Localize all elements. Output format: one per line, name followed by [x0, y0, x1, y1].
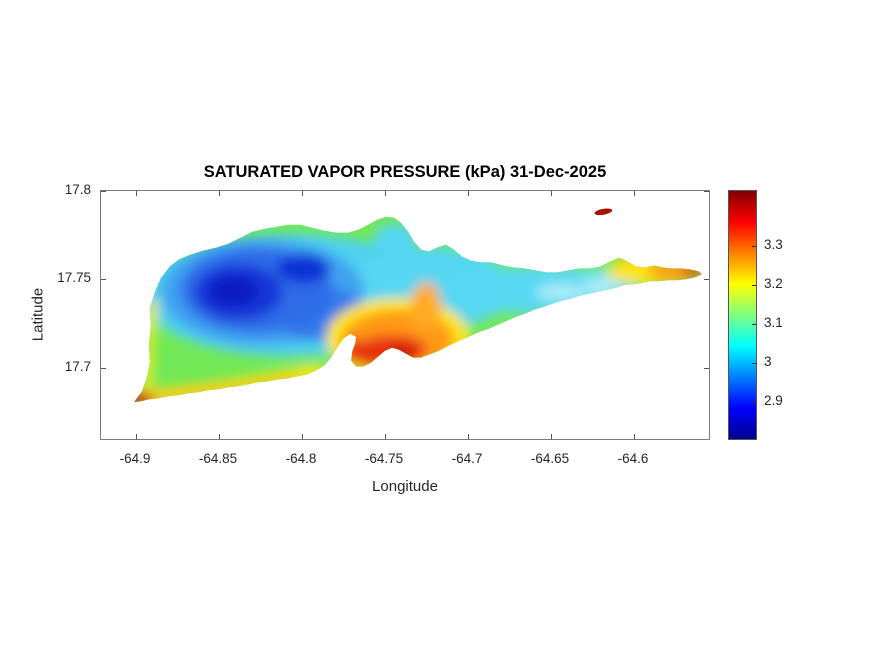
- x-tick-label: -64.75: [364, 451, 404, 466]
- island-landmass: [133, 216, 703, 403]
- x-tick-mark: [385, 191, 386, 196]
- x-tick-mark: [468, 191, 469, 196]
- y-tick-label: 17.8: [64, 182, 91, 197]
- x-tick-mark: [551, 434, 552, 439]
- x-tick-mark: [136, 434, 137, 439]
- chart-title: SATURATED VAPOR PRESSURE (kPa) 31-Dec-20…: [203, 163, 607, 181]
- y-tick-label: 17.75: [57, 270, 91, 285]
- y-tick-mark: [101, 368, 106, 369]
- colorbar-tick-label: 3.1: [764, 315, 783, 330]
- x-tick-label: -64.9: [119, 451, 151, 466]
- northeast-islet: [594, 208, 613, 216]
- colorbar-tick-label: 3.2: [764, 276, 783, 291]
- x-axis-label: Longitude: [372, 478, 438, 495]
- colorbar-tick-mark: [752, 402, 756, 403]
- x-tick-mark: [634, 434, 635, 439]
- colorbar: [728, 190, 757, 440]
- y-tick-mark: [101, 191, 106, 192]
- colorbar-tick-label: 3.3: [764, 237, 783, 252]
- y-tick-mark: [704, 191, 709, 192]
- y-tick-mark: [704, 279, 709, 280]
- colorbar-tick-mark: [752, 324, 756, 325]
- colorbar-tick-mark: [752, 246, 756, 247]
- x-tick-label: -64.6: [617, 451, 649, 466]
- x-tick-mark: [302, 191, 303, 196]
- plot-area: [100, 190, 710, 440]
- x-tick-label: -64.7: [451, 451, 483, 466]
- x-tick-mark: [302, 434, 303, 439]
- x-tick-mark: [468, 434, 469, 439]
- colorbar-tick-mark: [752, 285, 756, 286]
- x-tick-label: -64.65: [530, 451, 570, 466]
- colorbar-tick-label: 3: [764, 354, 772, 369]
- x-tick-mark: [219, 191, 220, 196]
- x-tick-mark: [136, 191, 137, 196]
- y-tick-mark: [704, 368, 709, 369]
- x-tick-mark: [634, 191, 635, 196]
- y-axis-label: Latitude: [29, 287, 47, 342]
- x-tick-mark: [385, 434, 386, 439]
- colorbar-tick-label: 2.9: [764, 393, 783, 408]
- y-tick-label: 17.7: [64, 359, 91, 374]
- colorbar-tick-mark: [752, 363, 756, 364]
- x-tick-label: -64.85: [198, 451, 238, 466]
- x-tick-mark: [219, 434, 220, 439]
- y-tick-mark: [101, 279, 106, 280]
- island-heatmap: [133, 208, 703, 403]
- x-tick-mark: [551, 191, 552, 196]
- x-tick-label: -64.8: [285, 451, 317, 466]
